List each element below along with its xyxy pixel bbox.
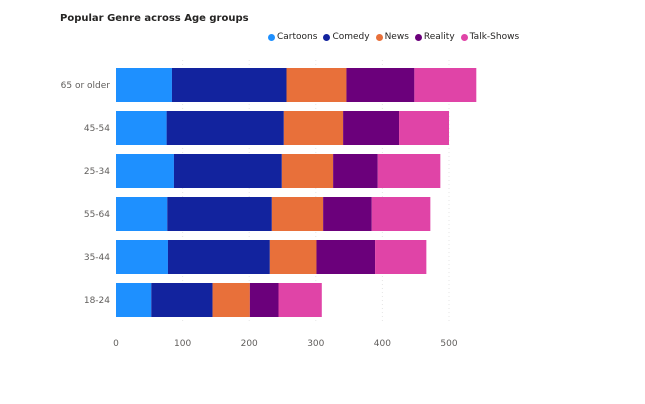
bar-segment[interactable] [371, 197, 431, 231]
legend: Cartoons Comedy News Reality Talk-Shows [268, 32, 519, 42]
bar-segment[interactable] [151, 283, 213, 317]
bar-segment[interactable] [116, 111, 167, 145]
category-label: 35-44 [84, 253, 110, 263]
bar-segment[interactable] [116, 240, 168, 274]
legend-swatch [375, 33, 383, 41]
legend-label: Cartoons [277, 32, 318, 42]
bar-segment[interactable] [333, 154, 378, 188]
x-tick-label: 500 [440, 339, 457, 349]
bar-segment[interactable] [281, 154, 334, 188]
legend-item[interactable]: News [375, 32, 409, 42]
bar-segment[interactable] [269, 240, 317, 274]
legend-item[interactable]: Cartoons [268, 32, 317, 42]
x-tick-label: 200 [241, 339, 258, 349]
bar-segment[interactable] [283, 111, 344, 145]
bar-segment[interactable] [116, 68, 172, 102]
bar-segment[interactable] [414, 68, 477, 102]
bar-segment[interactable] [167, 197, 272, 231]
bar-segment[interactable] [116, 283, 152, 317]
legend-label: News [384, 32, 409, 42]
legend-item[interactable]: Comedy [323, 32, 370, 42]
bar-segment[interactable] [399, 111, 449, 145]
bar-segment[interactable] [167, 240, 270, 274]
legend-item[interactable]: Reality [414, 32, 455, 42]
legend-label: Talk-Shows [469, 32, 520, 42]
bar-segment[interactable] [166, 111, 284, 145]
legend-label: Comedy [332, 32, 370, 42]
x-tick-label: 300 [307, 339, 324, 349]
bar-segment[interactable] [116, 197, 168, 231]
bar-segment[interactable] [271, 197, 324, 231]
bar-segment[interactable] [323, 197, 372, 231]
legend-swatch [323, 33, 331, 41]
bar-segment[interactable] [171, 68, 287, 102]
bar-segment[interactable] [116, 154, 174, 188]
category-label: 25-34 [84, 167, 110, 177]
legend-item[interactable]: Talk-Shows [460, 32, 520, 42]
x-tick-label: 0 [113, 339, 119, 349]
bar-segment[interactable] [346, 68, 415, 102]
legend-swatch [460, 33, 468, 41]
category-label: 65 or older [61, 81, 111, 91]
category-label: 45-54 [84, 124, 110, 134]
bar-segment[interactable] [375, 240, 427, 274]
category-label: 55-64 [84, 210, 110, 220]
legend-label: Reality [423, 32, 455, 42]
chart-title: Popular Genre across Age groups [60, 13, 249, 24]
category-label: 18-24 [84, 296, 110, 306]
bar-segment[interactable] [278, 283, 322, 317]
legend-swatch [268, 33, 275, 41]
x-tick-label: 400 [374, 339, 391, 349]
bar-segment[interactable] [343, 111, 400, 145]
legend-swatch [414, 33, 422, 41]
bar-segment[interactable] [212, 283, 250, 317]
bar-segment[interactable] [316, 240, 376, 274]
bar-segment[interactable] [286, 68, 347, 102]
bar-segment[interactable] [249, 283, 279, 317]
bar-segment[interactable] [173, 154, 282, 188]
x-tick-label: 100 [174, 339, 191, 349]
bar-segment[interactable] [377, 154, 441, 188]
